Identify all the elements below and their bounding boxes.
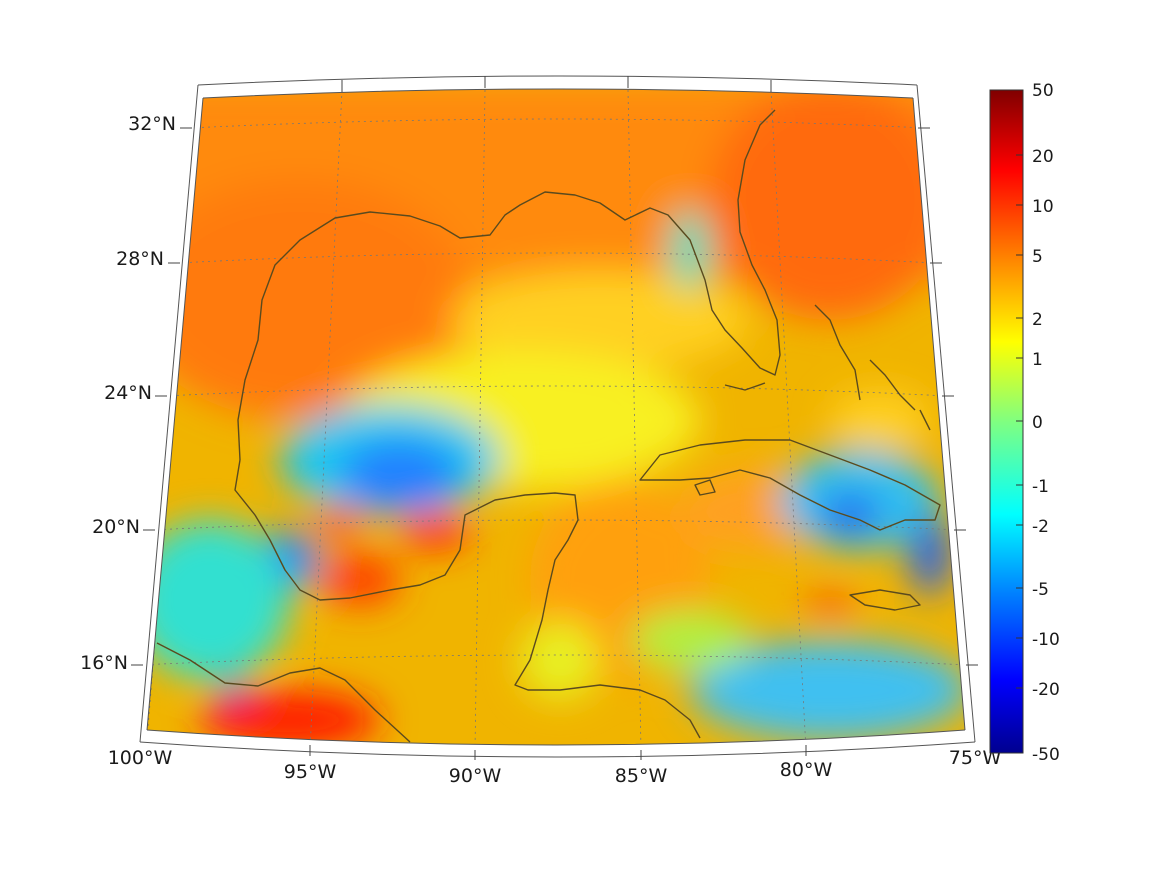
colorbar-label-20: 20: [1032, 147, 1054, 167]
lat-label-20n: 20°N: [92, 516, 140, 538]
colorbar-label-50: 50: [1032, 81, 1054, 101]
colorbar-label-neg50: -50: [1032, 745, 1060, 765]
lon-label-95w: 95°W: [284, 761, 337, 783]
coastlines: [156, 109, 941, 743]
tick-marks: [131, 76, 978, 760]
colorbar-label-0: 0: [1032, 413, 1043, 433]
colorbar-label-neg10: -10: [1032, 630, 1060, 650]
colorbar-ticks: [1016, 154, 1023, 689]
lon-label-100w: 100°W: [108, 747, 173, 769]
lon-label-75w: 75°W: [949, 747, 1002, 769]
lat-label-16n: 16°N: [80, 652, 128, 674]
lon-label-85w: 85°W: [615, 765, 668, 787]
colorbar-label-1: 1: [1032, 350, 1043, 370]
colorbar-label-neg1: -1: [1032, 477, 1049, 497]
map-frame: [139, 75, 976, 758]
colorbar-label-10: 10: [1032, 197, 1054, 217]
colorbar-label-2: 2: [1032, 310, 1043, 330]
lon-label-90w: 90°W: [449, 765, 502, 787]
lon-label-80w: 80°W: [780, 759, 833, 781]
lat-label-24n: 24°N: [104, 382, 152, 404]
longitude-labels: 100°W 95°W 90°W 85°W 80°W 75°W: [108, 747, 1002, 787]
colorbar: 50 20 10 5 2 1 0 -1 -2 -5 -10 -20 -50: [989, 81, 1060, 765]
colorbar-label-5: 5: [1032, 247, 1043, 267]
colorbar-label-neg20: -20: [1032, 680, 1060, 700]
colorbar-label-neg2: -2: [1032, 517, 1049, 537]
lat-label-32n: 32°N: [128, 113, 176, 135]
lat-label-28n: 28°N: [116, 248, 164, 270]
latitude-labels: 32°N 28°N 24°N 20°N 16°N: [80, 113, 176, 674]
data-field: [147, 89, 965, 745]
colorbar-label-neg5: -5: [1032, 580, 1049, 600]
